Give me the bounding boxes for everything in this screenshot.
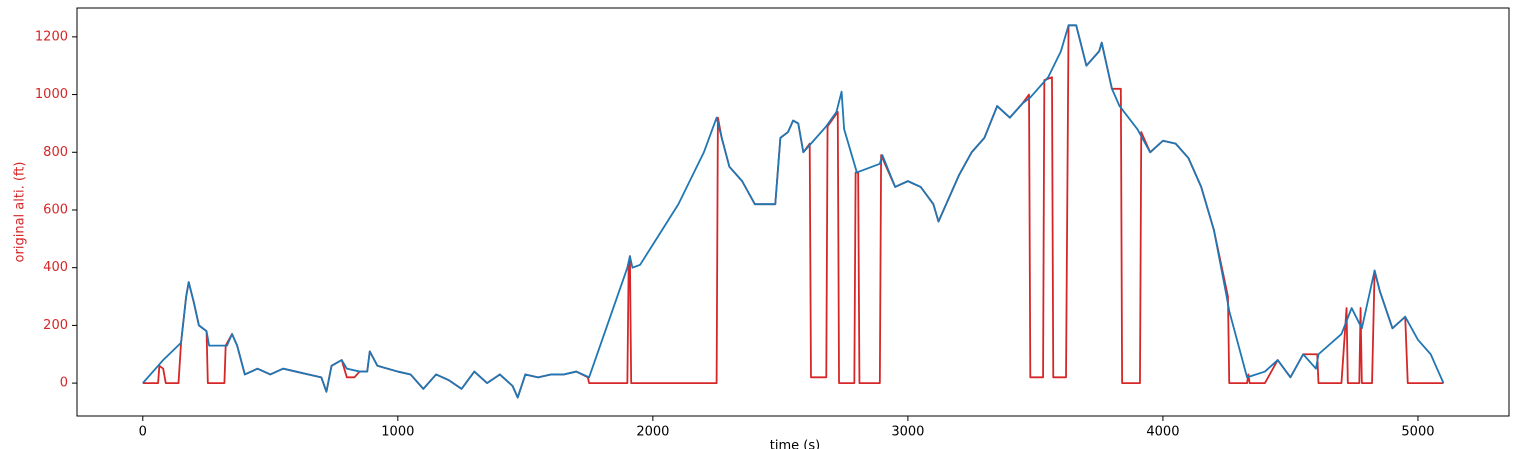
y-axis-label: original alti. (ft) (13, 162, 28, 263)
y-tick-label: 1200 (35, 29, 68, 44)
line-series (142, 24, 1444, 399)
x-tick-label: 5000 (1401, 425, 1434, 440)
y-tick-label: 600 (43, 202, 68, 217)
x-tick-label: 3000 (891, 425, 924, 440)
x-tick-label: 1000 (381, 425, 414, 440)
x-tick-label: 2000 (636, 425, 669, 440)
line-series (142, 24, 1445, 399)
plot-frame (76, 7, 1510, 417)
x-tick-label: 0 (139, 425, 147, 440)
y-tick-label: 400 (43, 260, 68, 275)
y-tick-label: 1000 (35, 87, 68, 102)
y-tick-label: 0 (60, 376, 68, 391)
x-axis-label: time (s) (770, 439, 820, 449)
x-tick-label: 4000 (1146, 425, 1179, 440)
y-tick-label: 800 (43, 145, 68, 160)
y-tick-label: 200 (43, 318, 68, 333)
